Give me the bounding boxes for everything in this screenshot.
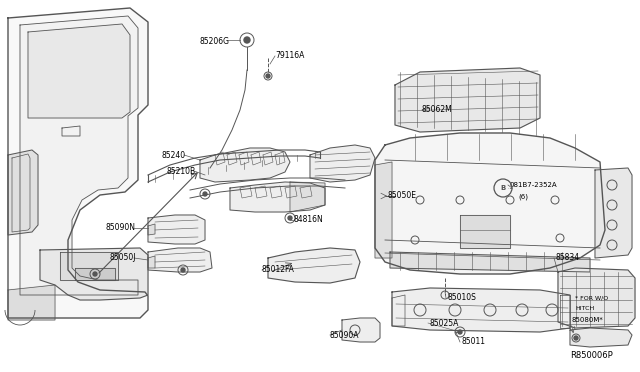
Text: 85062M: 85062M: [422, 106, 452, 115]
Polygon shape: [230, 182, 325, 212]
Polygon shape: [148, 256, 155, 268]
Text: 85050E: 85050E: [388, 192, 417, 201]
Circle shape: [266, 74, 270, 78]
Text: 85206G: 85206G: [200, 38, 230, 46]
Polygon shape: [8, 150, 38, 235]
Text: 79116A: 79116A: [275, 51, 305, 61]
Polygon shape: [558, 268, 635, 328]
Polygon shape: [200, 148, 290, 182]
Text: B: B: [500, 185, 506, 191]
Circle shape: [244, 37, 250, 43]
Polygon shape: [40, 248, 148, 300]
Polygon shape: [392, 288, 570, 332]
Polygon shape: [148, 215, 205, 244]
Text: 081B7-2352A: 081B7-2352A: [510, 182, 557, 188]
Circle shape: [288, 216, 292, 220]
Polygon shape: [460, 215, 510, 248]
Polygon shape: [60, 252, 118, 280]
Text: HITCH: HITCH: [575, 305, 595, 311]
Text: 85012FA: 85012FA: [262, 266, 295, 275]
Text: (6): (6): [518, 194, 528, 200]
Text: 85090A: 85090A: [330, 330, 360, 340]
Polygon shape: [595, 168, 632, 258]
Text: 85011: 85011: [462, 337, 486, 346]
Polygon shape: [148, 248, 212, 272]
Text: R850006P: R850006P: [570, 352, 612, 360]
Polygon shape: [28, 24, 130, 118]
Circle shape: [93, 272, 97, 276]
Text: 85090N: 85090N: [106, 224, 136, 232]
Polygon shape: [148, 224, 155, 235]
Text: 85210B: 85210B: [167, 167, 196, 176]
Polygon shape: [570, 328, 632, 347]
Polygon shape: [375, 133, 605, 274]
Circle shape: [203, 192, 207, 196]
Circle shape: [181, 268, 185, 272]
Polygon shape: [75, 268, 115, 280]
Text: 84816N: 84816N: [294, 215, 324, 224]
Polygon shape: [268, 248, 360, 283]
Polygon shape: [8, 285, 55, 320]
Polygon shape: [375, 162, 392, 258]
Polygon shape: [8, 8, 148, 318]
Text: 85025A: 85025A: [430, 318, 460, 327]
Text: 85080M*: 85080M*: [572, 317, 604, 323]
Text: * FOR W/O: * FOR W/O: [575, 295, 608, 301]
Polygon shape: [20, 16, 138, 295]
Polygon shape: [342, 318, 380, 342]
Polygon shape: [290, 182, 325, 212]
Text: 85050J: 85050J: [109, 253, 136, 263]
Text: 85010S: 85010S: [448, 294, 477, 302]
Polygon shape: [310, 145, 375, 182]
Circle shape: [574, 336, 578, 340]
Text: 85240: 85240: [162, 151, 186, 160]
Polygon shape: [395, 68, 540, 132]
Polygon shape: [390, 252, 590, 272]
Circle shape: [458, 330, 462, 334]
Text: 85834: 85834: [556, 253, 580, 263]
